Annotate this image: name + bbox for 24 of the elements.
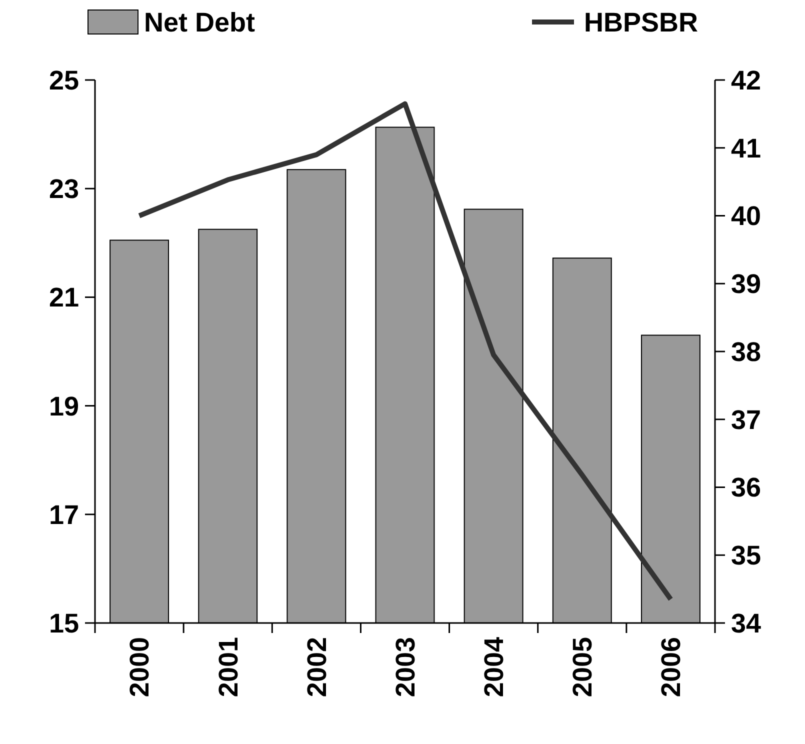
y2-tick-label: 40 (731, 201, 762, 232)
y2-tick-label: 38 (731, 336, 762, 367)
x-tick-label: 2002 (302, 637, 332, 698)
y-tick-label: 17 (48, 500, 79, 530)
y2-tick-label: 39 (731, 269, 762, 300)
y2-tick-label: 37 (731, 404, 762, 435)
y-tick-label: 15 (48, 608, 79, 638)
y2-tick-label: 41 (731, 133, 762, 164)
x-tick-label: 2003 (390, 637, 420, 698)
x-tick-label: 2006 (656, 637, 686, 698)
y2-tick-label: 34 (731, 608, 762, 638)
legend-label: Net Debt (144, 7, 256, 38)
x-tick-label: 2004 (479, 637, 510, 698)
y-tick-label: 21 (48, 282, 79, 313)
x-tick-label: 2005 (568, 637, 598, 698)
y2-tick-label: 35 (731, 540, 762, 571)
x-tick-label: 2000 (124, 637, 155, 698)
legend-label: HBPSBR (584, 7, 698, 38)
y-tick-label: 19 (48, 391, 79, 422)
y-tick-label: 23 (48, 174, 79, 204)
x-tick-label: 2001 (213, 637, 244, 698)
y2-tick-label: 42 (731, 65, 762, 96)
y-tick-label: 25 (48, 65, 79, 96)
y2-tick-label: 36 (731, 472, 762, 503)
